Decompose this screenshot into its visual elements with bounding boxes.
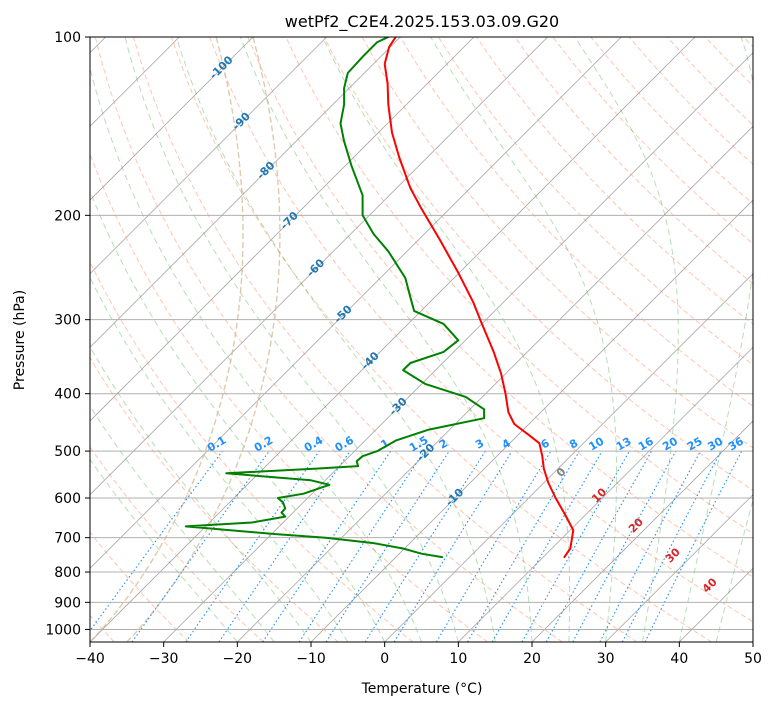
- x-tick-label: 50: [744, 651, 762, 667]
- mixing-ratio-line: [185, 450, 320, 642]
- isotherm-line: [90, 37, 475, 422]
- x-tick-label: 10: [449, 651, 467, 667]
- dry-adiabat: [323, 37, 753, 491]
- x-tick-label: −10: [296, 651, 326, 667]
- dry-adiabat: [399, 37, 753, 407]
- moist-adiabat: [90, 345, 312, 642]
- dry-adiabat: [90, 446, 264, 642]
- y-tick-label: 700: [54, 531, 81, 547]
- dry-adiabat: [514, 37, 753, 285]
- dry-adiabat: [361, 37, 753, 449]
- moist-adiabat: [90, 189, 386, 642]
- moist-adiabat: [90, 65, 422, 642]
- mixing-ratio-line: [545, 450, 653, 642]
- y-tick-label: 500: [54, 444, 81, 460]
- pressure-grid: [90, 37, 753, 630]
- isotherm-line: [90, 37, 696, 642]
- isotherm-line: [90, 37, 254, 201]
- dry-adiabat: [90, 531, 190, 642]
- y-tick-label: 100: [54, 30, 81, 46]
- isotherm-line: [531, 420, 753, 642]
- x-tick-label: 0: [380, 651, 389, 667]
- x-tick-label: −20: [223, 651, 253, 667]
- isotherm-line: [163, 52, 753, 642]
- moist-adiabat: [175, 37, 496, 642]
- dry-curve: [126, 37, 281, 642]
- moist-adiabat: [574, 37, 679, 642]
- dry-adiabat: [437, 37, 753, 366]
- x-tick-label: 40: [670, 651, 688, 667]
- chart-title: wetPf2_C2E4.2025.153.03.09.G20: [285, 12, 559, 32]
- dry-adiabat: [285, 37, 753, 535]
- dry-adiabat: [209, 37, 753, 623]
- mixing-ratio-line: [521, 450, 630, 642]
- y-tick-label: 900: [54, 595, 81, 611]
- mixing-ratio-line: [131, 450, 270, 642]
- mixing-ratio-line: [218, 450, 351, 642]
- dry-curve: [90, 37, 244, 642]
- isotherm-line: [310, 199, 753, 642]
- moist-adiabat: [90, 458, 238, 642]
- x-axis-title: Temperature (°C): [361, 681, 483, 697]
- dry-adiabat: [94, 37, 563, 642]
- temperature-line: [383, 37, 575, 559]
- y-axis-title: Pressure (hPa): [12, 290, 28, 390]
- y-tick-label: 600: [54, 491, 81, 507]
- x-tick-label: 20: [523, 651, 541, 667]
- moist-adiabat: [90, 405, 275, 642]
- isotherm-line: [90, 37, 622, 569]
- x-tick-label: 30: [597, 651, 615, 667]
- y-tick-label: 300: [54, 313, 81, 329]
- y-tick-label: 200: [54, 208, 81, 224]
- dry-adiabat: [90, 260, 414, 642]
- isotherm-line: [90, 37, 548, 496]
- mixing-ratio-line: [262, 450, 392, 642]
- mixing-ratio-line: [572, 450, 677, 642]
- y-tick-label: 1000: [45, 622, 81, 638]
- isotherm-line: [90, 37, 327, 275]
- dry-adiabat: [90, 356, 339, 642]
- dry-adiabat: [90, 152, 488, 642]
- y-tick-label: 800: [54, 565, 81, 581]
- moist-adiabat: [239, 37, 533, 642]
- dry-adiabat: [171, 37, 712, 642]
- profiles: [184, 37, 575, 559]
- moist-adiabat: [678, 37, 753, 642]
- moist-adiabat: [715, 498, 753, 642]
- isotherm-line: [90, 37, 401, 348]
- mixing-ratio-line: [325, 450, 450, 642]
- moist-adiabat: [322, 37, 571, 642]
- moist-adiabat: [430, 37, 618, 642]
- y-tick-label: 400: [54, 387, 81, 403]
- axes: −40 −30 −20 −10 0 10 20 30 40 50 100 200 300 400 500 60…: [45, 30, 762, 667]
- dry-adiabat: [247, 37, 753, 578]
- isotherm-line: [458, 346, 753, 642]
- isotherm-line: [384, 273, 753, 642]
- background-lines: [90, 37, 753, 642]
- dewpoint-line: [184, 37, 486, 559]
- mixing-ratio-line: [298, 450, 425, 642]
- plot-frame: [89, 36, 754, 643]
- mixing-ratio-line: [90, 450, 223, 632]
- dry-adiabat: [132, 37, 638, 642]
- moist-adiabat: [90, 276, 349, 642]
- isotherm-line: [605, 494, 753, 642]
- mixing-ratio-line: [644, 450, 743, 642]
- isotherm-line: [237, 125, 753, 642]
- x-tick-label: −30: [149, 651, 179, 667]
- mixing-ratio-line: [393, 450, 513, 642]
- moist-adiabat: [124, 37, 459, 642]
- x-tick-label: −40: [75, 651, 105, 667]
- plot-background: [90, 37, 753, 642]
- isotherm-line: [752, 641, 753, 642]
